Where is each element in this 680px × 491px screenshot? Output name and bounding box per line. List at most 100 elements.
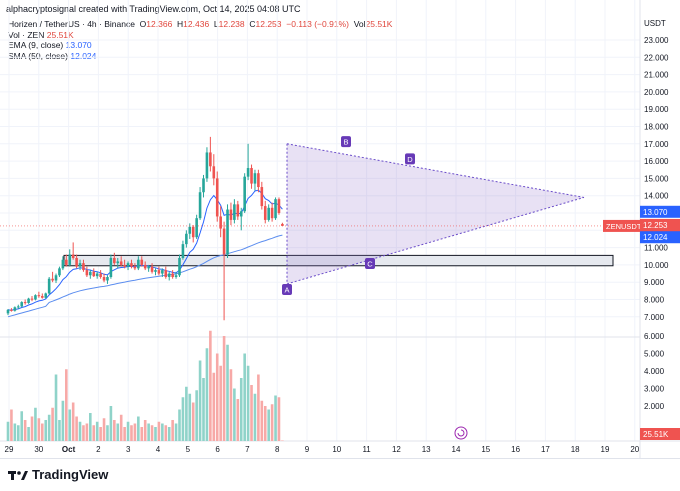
candle-body	[140, 259, 144, 265]
volume-bar	[75, 416, 78, 441]
sma-price-badge: 12.024	[640, 231, 680, 244]
candle-body	[161, 270, 164, 274]
volume-bar	[250, 385, 253, 441]
candle-body	[236, 204, 240, 217]
candle-body	[188, 226, 192, 234]
volume-bar	[6, 421, 10, 441]
volume-bar	[188, 393, 192, 441]
time-axis: 29 30 Oct 2 3 4 5 6 7 8 9 10 11 12 13 14 15 16 17 18 19 20	[5, 445, 640, 454]
candle	[205, 147, 209, 182]
candle	[92, 268, 96, 278]
time-tick-label: 13	[422, 445, 431, 454]
volume-bar	[257, 374, 260, 441]
volume-bar	[222, 336, 226, 441]
time-tick-label: 12	[392, 445, 401, 454]
time-tick-label: 2	[96, 445, 101, 454]
volume-bar	[267, 409, 270, 441]
volume-bar	[78, 421, 82, 441]
candle-body	[13, 307, 17, 311]
chart-legend: Horizen / TetherUS · 4h · Binance O12.36…	[8, 19, 392, 61]
volume-tick-label: 3.000	[644, 385, 665, 394]
symbol-title[interactable]: Horizen / TetherUS · 4h · Binance	[8, 19, 135, 29]
candle-body	[44, 293, 48, 298]
candle	[154, 268, 157, 276]
candle	[126, 261, 130, 271]
candle	[47, 277, 51, 295]
volume-bar	[41, 423, 44, 441]
candle	[61, 256, 65, 271]
price-tick-label: 18.000	[644, 123, 669, 132]
candle-body	[154, 270, 157, 272]
candle	[119, 256, 123, 267]
candle-body	[30, 298, 34, 300]
candle-body	[185, 233, 188, 245]
candle-body	[109, 257, 113, 278]
volume-bar	[123, 427, 126, 441]
candle	[10, 308, 13, 312]
price-tick-label: 23.000	[644, 36, 669, 45]
candle-body	[27, 298, 30, 303]
candle-body	[51, 278, 54, 281]
pattern-marker-d: D	[405, 153, 415, 165]
price-tick-label: 20.000	[644, 88, 669, 97]
candle-body	[195, 218, 198, 238]
candle-body	[16, 306, 20, 308]
price-tick-label: 10.000	[644, 261, 669, 270]
volume-bar	[233, 388, 236, 441]
volume-bar	[229, 369, 233, 441]
candle-body	[143, 264, 147, 269]
candle-body	[34, 295, 37, 300]
pattern-marker-b: B	[341, 136, 351, 148]
candle	[75, 254, 78, 269]
pattern-markers: A B C D	[282, 136, 415, 295]
volume-bar	[226, 344, 229, 441]
sma-indicator-row[interactable]: SMA (50, close) 12.024	[8, 50, 97, 61]
candle-body	[130, 263, 133, 267]
volume-bar	[130, 425, 133, 441]
pattern-marker-badge	[282, 283, 292, 295]
candle	[164, 266, 168, 279]
candle-body	[6, 309, 10, 314]
price-axis-currency: USDT	[644, 19, 666, 28]
volume-bar	[205, 348, 209, 441]
ohlc-row: Horizen / TetherUS · 4h · Binance O12.36…	[8, 19, 393, 29]
candle-body	[85, 270, 89, 276]
candle-body	[68, 254, 72, 265]
candle-body	[164, 270, 168, 278]
price-tick-label: 16.000	[644, 157, 669, 166]
candle-body	[226, 209, 229, 255]
pattern-marker-badge	[405, 153, 415, 165]
candle	[113, 252, 116, 265]
volume-bar	[119, 414, 123, 441]
replay-icon[interactable]	[454, 426, 468, 440]
ema-indicator-row[interactable]: EMA (9, close) 13.070	[8, 40, 92, 50]
symbol-price-badge: ZENUSDT	[603, 219, 642, 232]
chart-credit: alphacryptosignal created with TradingVi…	[6, 4, 301, 14]
price-tick-label: 21.000	[644, 71, 669, 80]
volume-bar	[51, 407, 54, 441]
close-value: 12.253	[255, 19, 282, 29]
candle-body	[54, 275, 58, 281]
volume-bar	[10, 409, 13, 441]
volume-bar	[239, 378, 243, 441]
candle	[209, 136, 212, 172]
volume-bar	[246, 365, 250, 441]
volume-bar	[157, 421, 161, 441]
volume-bar	[54, 374, 58, 441]
candle	[44, 292, 48, 299]
candle	[6, 309, 10, 316]
candle	[195, 214, 198, 239]
volume-bar	[82, 425, 85, 441]
tradingview-logo[interactable]: TradingView	[8, 467, 108, 482]
volume-bar	[89, 413, 92, 441]
candle-body	[274, 199, 277, 219]
candle	[106, 275, 109, 284]
candle	[102, 273, 106, 283]
price-tick-label: 9.000	[644, 278, 665, 287]
candle	[16, 304, 20, 310]
volume-tick-label: 2.000	[644, 402, 665, 411]
volume-indicator-row[interactable]: Vol · ZEN 25.51K	[8, 29, 74, 40]
candle	[140, 256, 144, 267]
symbol-badge-bg	[603, 219, 640, 232]
